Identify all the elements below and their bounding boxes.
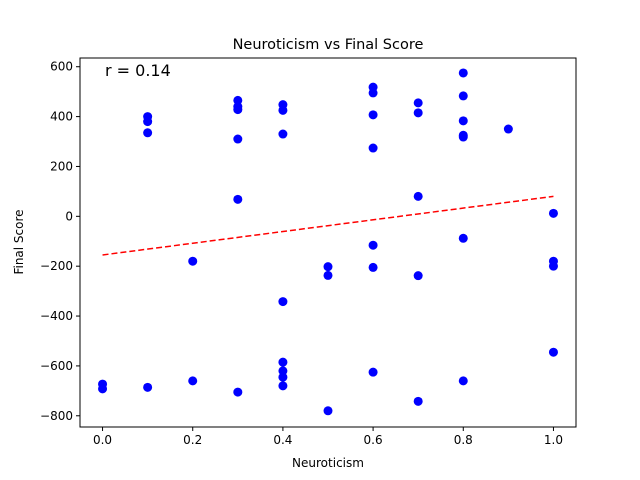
data-point [368, 367, 378, 377]
data-point [143, 128, 153, 138]
y-tick-label: −200 [40, 259, 73, 273]
data-point [143, 117, 153, 127]
data-point [458, 116, 468, 126]
data-point [278, 372, 288, 382]
x-tick-label: 0.0 [93, 433, 112, 447]
data-point [413, 271, 423, 281]
y-tick-label: 0 [65, 209, 73, 223]
data-point [278, 297, 288, 307]
plot-frame [79, 57, 577, 428]
data-point [368, 240, 378, 250]
data-point [413, 396, 423, 406]
data-point [458, 91, 468, 101]
x-tick-label: 0.6 [364, 433, 383, 447]
data-point [458, 376, 468, 386]
plot-area: 0.0 0.2 0.4 0.6 0.8 1.0 −800 −600 −400 −200 0 200 40… [40, 57, 577, 447]
x-tick-label: 0.8 [454, 433, 473, 447]
data-point [278, 366, 288, 376]
data-point [458, 68, 468, 78]
data-point [188, 376, 198, 386]
data-point [233, 105, 243, 115]
data-point [548, 208, 558, 218]
data-point [278, 129, 288, 139]
data-point [368, 143, 378, 153]
data-point [278, 105, 288, 115]
data-point [323, 270, 333, 280]
data-point [548, 347, 558, 357]
data-point [368, 88, 378, 98]
correlation-annotation: r = 0.14 [105, 61, 171, 80]
data-point [413, 98, 423, 108]
data-point [503, 124, 513, 134]
y-tick-label: −400 [40, 309, 73, 323]
x-axis-label: Neuroticism [292, 456, 364, 470]
data-point [278, 381, 288, 391]
data-point [548, 261, 558, 271]
y-tick-label: −600 [40, 359, 73, 373]
y-axis-label: Final Score [12, 209, 26, 274]
y-tick-label: −800 [40, 409, 73, 423]
data-point [413, 108, 423, 118]
data-point [278, 357, 288, 367]
y-tick-label: 400 [50, 110, 73, 124]
data-point [233, 194, 243, 204]
data-point [458, 132, 468, 142]
data-point [233, 387, 243, 397]
trend-line [102, 195, 554, 256]
y-tick-label: 600 [50, 60, 73, 74]
data-point [143, 382, 153, 392]
data-point [413, 191, 423, 201]
x-tick-label: 1.0 [544, 433, 563, 447]
data-point [233, 95, 243, 105]
y-tick-label: 200 [50, 159, 73, 173]
data-point [323, 406, 333, 416]
data-point [233, 134, 243, 144]
data-point [98, 384, 108, 394]
data-point [368, 262, 378, 272]
data-point [323, 262, 333, 272]
data-point [368, 110, 378, 120]
x-tick-label: 0.2 [183, 433, 202, 447]
data-point [188, 256, 198, 266]
data-point [458, 233, 468, 243]
x-tick-label: 0.4 [273, 433, 292, 447]
chart-title: Neuroticism vs Final Score [233, 37, 424, 53]
